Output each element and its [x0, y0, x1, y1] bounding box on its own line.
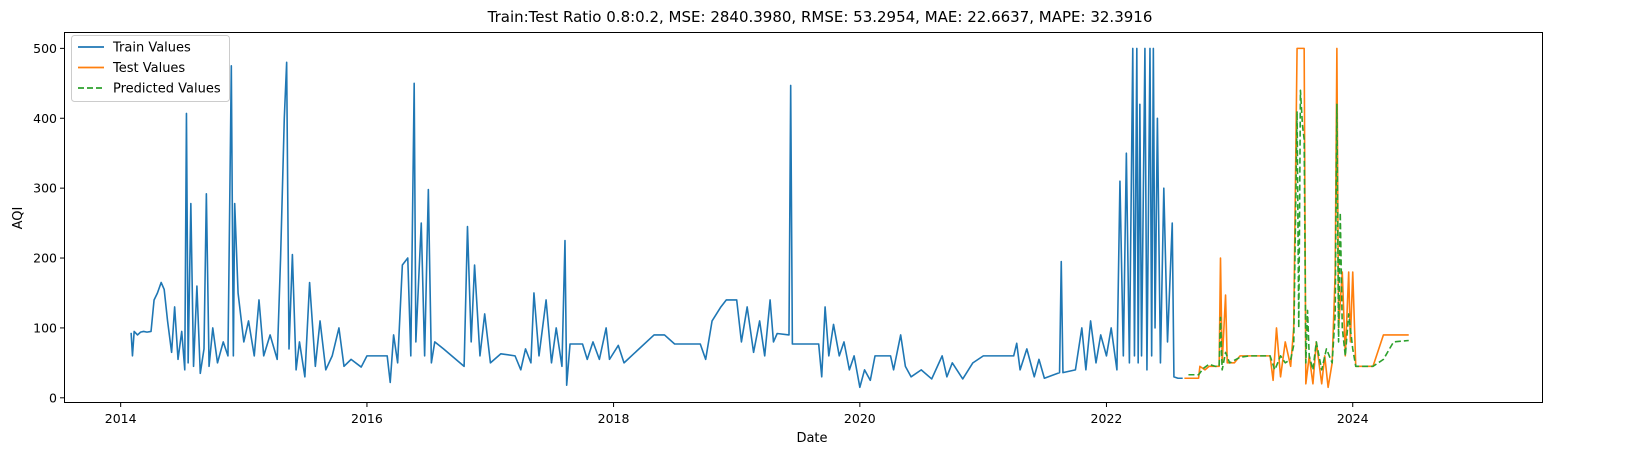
- x-axis: 2014 2016 2018 2020 2022 2024: [105, 402, 1369, 426]
- series-line-train-values: [130, 47, 1183, 389]
- y-tick-label: 500: [33, 41, 57, 56]
- x-tick-label: 2020: [844, 411, 876, 426]
- x-tick-label: 2022: [1091, 411, 1123, 426]
- x-tick-label: 2024: [1337, 411, 1369, 426]
- series-line-predicted-values: [1188, 89, 1409, 376]
- x-tick-label: 2016: [351, 411, 383, 426]
- legend-box: [71, 35, 230, 102]
- x-axis-label: Date: [796, 431, 827, 446]
- series-line-test-values: [1184, 47, 1409, 389]
- y-tick-label: 300: [33, 181, 57, 196]
- y-tick-label: 200: [33, 251, 57, 266]
- plot-frame: [64, 32, 1543, 403]
- y-tick-label: 400: [33, 111, 57, 126]
- x-tick-label: 2018: [598, 411, 630, 426]
- legend: Train Values Test Values Predicted Values: [71, 35, 230, 102]
- legend-label: Predicted Values: [113, 82, 221, 97]
- y-tick-label: 0: [49, 390, 57, 405]
- plot-lines: [130, 47, 1409, 389]
- chart-title: Train:Test Ratio 0.8:0.2, MSE: 2840.3980…: [487, 8, 1153, 26]
- y-axis: 0 100 200 300 400 500: [33, 41, 65, 405]
- x-tick-label: 2014: [105, 411, 137, 426]
- legend-label: Test Values: [112, 61, 185, 76]
- y-axis-label: AQI: [11, 207, 26, 230]
- legend-label: Train Values: [112, 41, 191, 56]
- y-tick-label: 100: [33, 320, 57, 335]
